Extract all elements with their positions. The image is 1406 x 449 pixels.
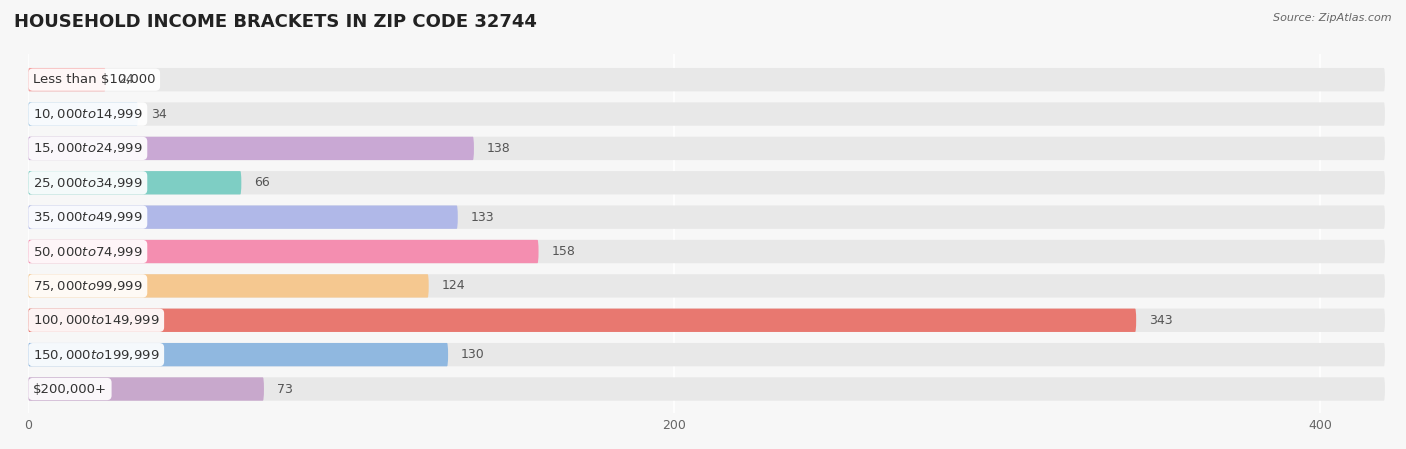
Text: 73: 73 bbox=[277, 383, 292, 396]
FancyBboxPatch shape bbox=[28, 171, 1385, 194]
FancyBboxPatch shape bbox=[28, 343, 1385, 366]
Text: 66: 66 bbox=[254, 176, 270, 189]
FancyBboxPatch shape bbox=[28, 136, 1385, 160]
FancyBboxPatch shape bbox=[28, 171, 242, 194]
Text: $150,000 to $199,999: $150,000 to $199,999 bbox=[32, 348, 159, 361]
Text: HOUSEHOLD INCOME BRACKETS IN ZIP CODE 32744: HOUSEHOLD INCOME BRACKETS IN ZIP CODE 32… bbox=[14, 13, 537, 31]
Text: 343: 343 bbox=[1149, 314, 1173, 327]
Text: $25,000 to $34,999: $25,000 to $34,999 bbox=[32, 176, 142, 190]
FancyBboxPatch shape bbox=[28, 68, 105, 91]
FancyBboxPatch shape bbox=[28, 102, 1385, 126]
FancyBboxPatch shape bbox=[28, 274, 429, 298]
FancyBboxPatch shape bbox=[28, 102, 138, 126]
FancyBboxPatch shape bbox=[28, 206, 458, 229]
Text: 34: 34 bbox=[150, 107, 167, 120]
Text: 138: 138 bbox=[486, 142, 510, 155]
Text: 130: 130 bbox=[461, 348, 485, 361]
FancyBboxPatch shape bbox=[28, 240, 1385, 263]
FancyBboxPatch shape bbox=[28, 136, 474, 160]
Text: $100,000 to $149,999: $100,000 to $149,999 bbox=[32, 313, 159, 327]
FancyBboxPatch shape bbox=[28, 68, 1385, 91]
Text: 24: 24 bbox=[118, 73, 135, 86]
FancyBboxPatch shape bbox=[28, 343, 449, 366]
Text: 133: 133 bbox=[471, 211, 495, 224]
FancyBboxPatch shape bbox=[28, 377, 1385, 401]
Text: $50,000 to $74,999: $50,000 to $74,999 bbox=[32, 245, 142, 259]
Text: $200,000+: $200,000+ bbox=[32, 383, 107, 396]
Text: 124: 124 bbox=[441, 279, 465, 292]
Text: $15,000 to $24,999: $15,000 to $24,999 bbox=[32, 141, 142, 155]
FancyBboxPatch shape bbox=[28, 308, 1385, 332]
Text: $10,000 to $14,999: $10,000 to $14,999 bbox=[32, 107, 142, 121]
FancyBboxPatch shape bbox=[28, 206, 1385, 229]
FancyBboxPatch shape bbox=[28, 308, 1136, 332]
Text: Source: ZipAtlas.com: Source: ZipAtlas.com bbox=[1274, 13, 1392, 23]
Text: 158: 158 bbox=[551, 245, 575, 258]
Text: $35,000 to $49,999: $35,000 to $49,999 bbox=[32, 210, 142, 224]
Text: $75,000 to $99,999: $75,000 to $99,999 bbox=[32, 279, 142, 293]
FancyBboxPatch shape bbox=[28, 274, 1385, 298]
Text: Less than $10,000: Less than $10,000 bbox=[32, 73, 156, 86]
FancyBboxPatch shape bbox=[28, 240, 538, 263]
FancyBboxPatch shape bbox=[28, 377, 264, 401]
